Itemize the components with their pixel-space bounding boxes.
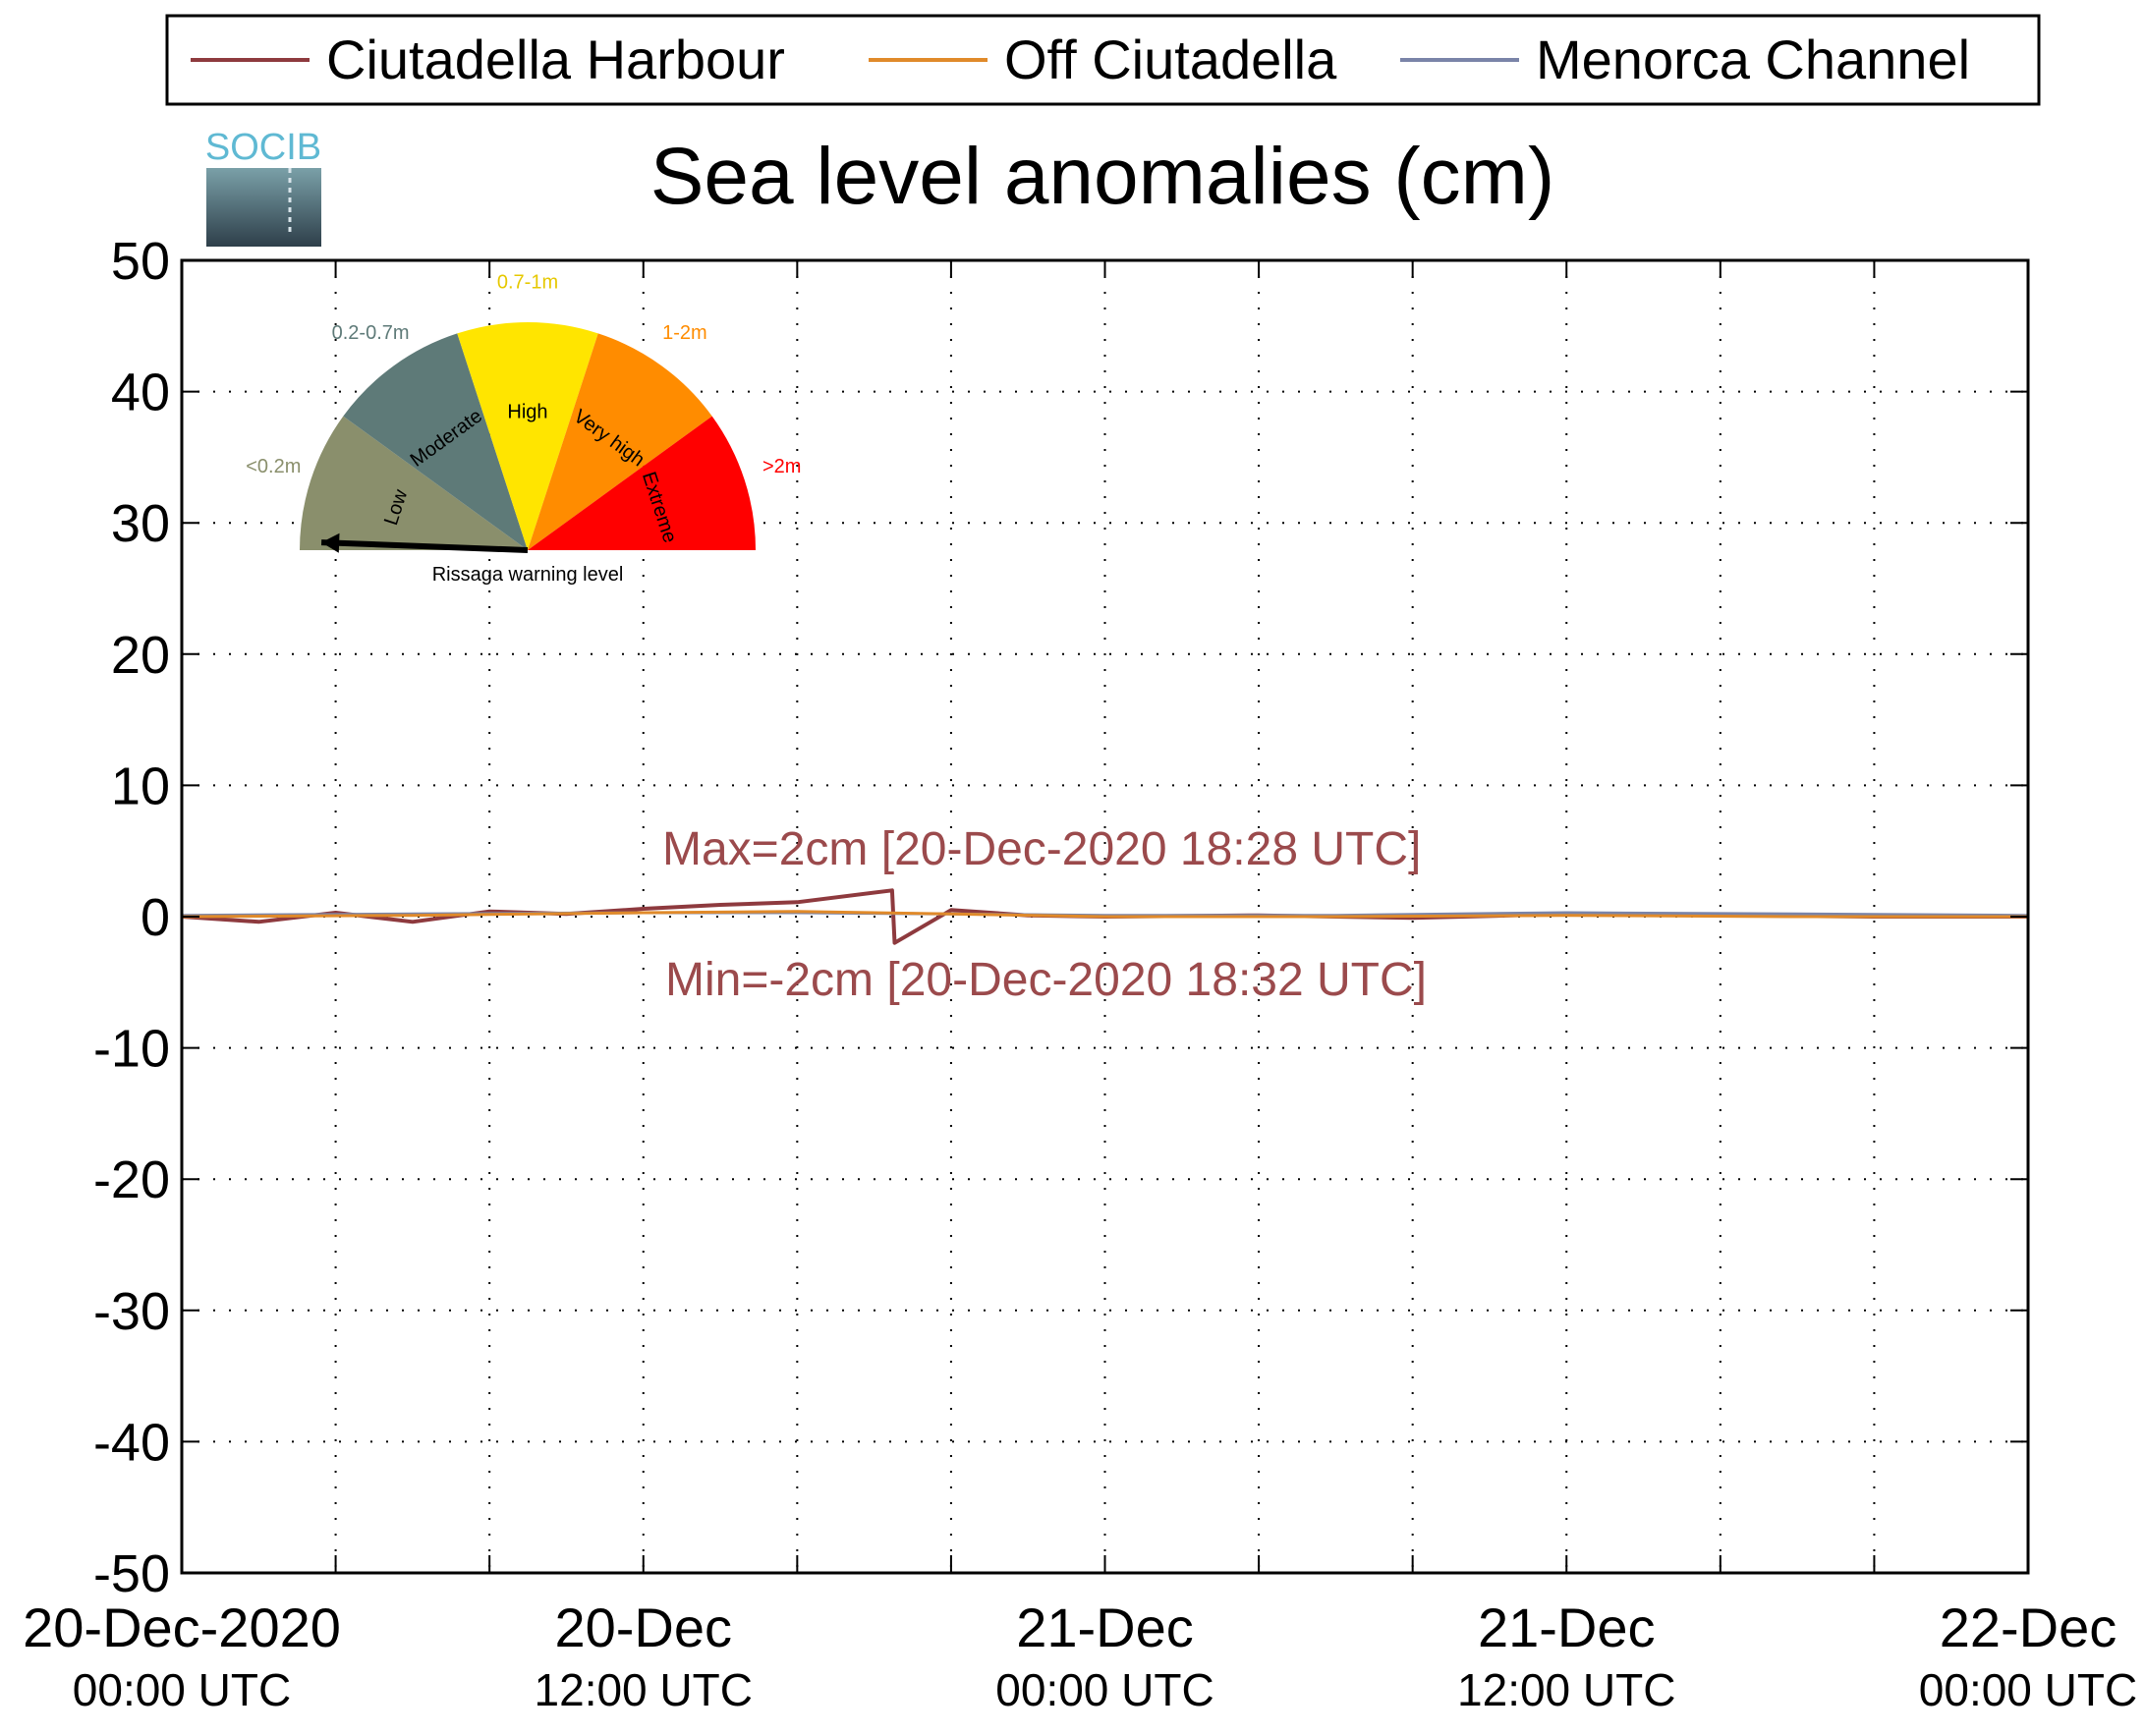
gauge-range-label: 0.7-1m [497, 271, 558, 293]
y-tick-label: -30 [93, 1282, 170, 1341]
x-tick-labels: 20-Dec-2020 00:00 UTC 20-Dec 12:00 UTC 21-De… [23, 1596, 2137, 1715]
x-tick-marks [181, 259, 2029, 1574]
y-tick-label: -10 [93, 1020, 170, 1079]
gauge-range-label: >2m [762, 456, 801, 477]
legend-label-menorca-channel: Menorca Channel [1536, 28, 1970, 90]
y-tick-label: -40 [93, 1413, 170, 1472]
gauge-sector-moderate [343, 333, 528, 550]
gauge-sector-very-high [528, 333, 712, 550]
y-tick-label: 0 [141, 888, 170, 947]
y-tick-label: 20 [111, 626, 170, 685]
y-tick-labels: 50 40 30 20 10 0 -10 -20 -30 -40 -50 [93, 232, 170, 1603]
gauge-sector-extreme [528, 416, 756, 550]
series-line-off-ciutadella [181, 910, 2028, 919]
y-tick-label: -20 [93, 1150, 170, 1209]
gauge-sector-high [457, 322, 598, 550]
gauge-needle [320, 539, 529, 553]
legend-label-ciutadella-harbour: Ciutadella Harbour [326, 28, 785, 90]
x-tick-label-time: 12:00 UTC [1457, 1664, 1675, 1715]
socib-logo: SOCIB [205, 127, 321, 247]
x-tick-label-time: 00:00 UTC [1919, 1664, 2137, 1715]
gauge-needle-head [321, 532, 340, 553]
y-tick-label: 40 [111, 364, 170, 422]
x-tick-label-time: 00:00 UTC [995, 1664, 1214, 1715]
annotation-max: Max=2cm [20-Dec-2020 18:28 UTC] [662, 823, 1421, 875]
x-tick-label-date: 21-Dec [1478, 1596, 1656, 1658]
x-tick-label-date: 21-Dec [1016, 1596, 1194, 1658]
x-tick-label-time: 12:00 UTC [535, 1664, 753, 1715]
x-tick-label-date: 20-Dec [554, 1596, 732, 1658]
gauge-range-label: 0.2-0.7m [332, 322, 410, 344]
chart-title: Sea level anomalies (cm) [650, 132, 1555, 221]
series-layer [181, 888, 2029, 945]
x-tick-label-time: 00:00 UTC [73, 1664, 291, 1715]
gauge-range-label: <0.2m [246, 456, 301, 477]
y-tick-label: 10 [111, 756, 170, 815]
gauge-range-label: 1-2m [662, 322, 707, 344]
legend-label-off-ciutadella: Off Ciutadella [1004, 28, 1337, 90]
legend: Ciutadella Harbour Off Ciutadella Menorc… [165, 14, 2041, 106]
x-tick-label-date: 22-Dec [1940, 1596, 2117, 1658]
gauge-caption: Rissaga warning level [432, 564, 624, 586]
x-tick-label-date: 20-Dec-2020 [23, 1596, 341, 1658]
y-tick-label: 30 [111, 494, 170, 553]
y-tick-label: 50 [111, 232, 170, 291]
y-tick-label: -50 [93, 1544, 170, 1603]
annotation-min: Min=-2cm [20-Dec-2020 18:32 UTC] [665, 954, 1427, 1006]
gauge-sector-label: High [507, 401, 547, 422]
logo-text: SOCIB [205, 127, 321, 168]
gauge-sector-low [300, 416, 528, 550]
